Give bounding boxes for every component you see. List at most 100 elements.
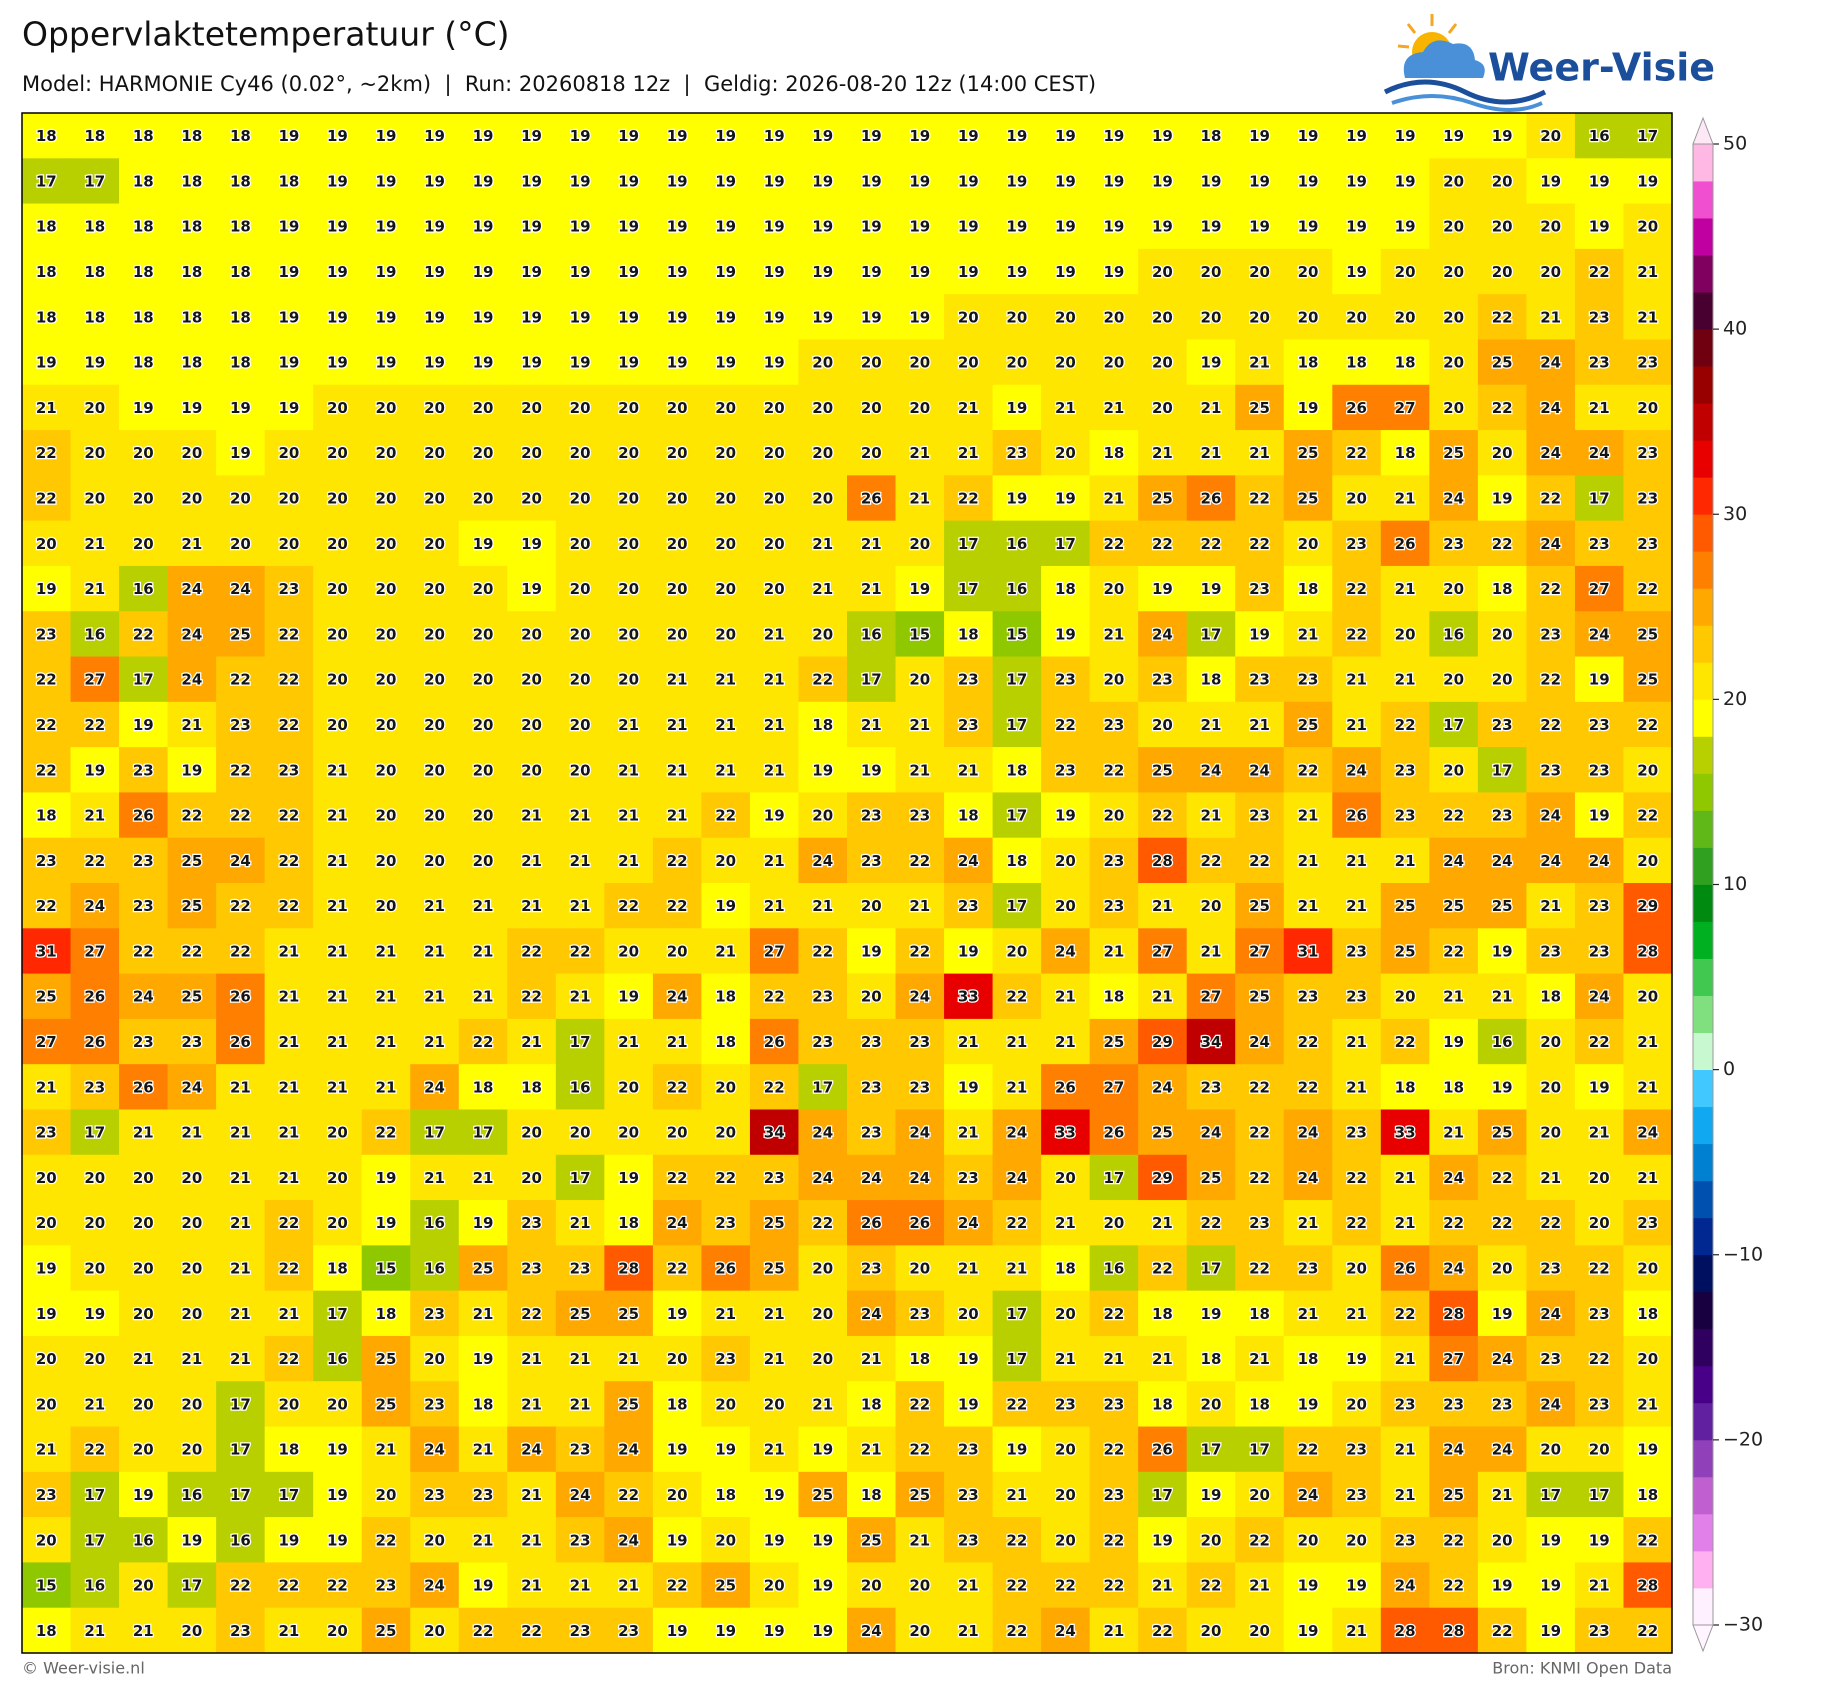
- temperature-label: 18: [230, 308, 251, 326]
- temperature-label: 21: [909, 444, 930, 462]
- temperature-label: 24: [812, 1169, 833, 1187]
- temperature-cell: [847, 339, 897, 386]
- temperature-cell: [555, 1018, 605, 1065]
- temperature-label: 21: [618, 761, 639, 779]
- temperature-label: 26: [230, 988, 251, 1006]
- temperature-cell: [1138, 294, 1188, 340]
- temperature-cell: [1623, 294, 1673, 340]
- temperature-cell: [895, 1109, 945, 1156]
- temperature-label: 18: [1249, 1395, 1270, 1413]
- temperature-label: 24: [1540, 1305, 1561, 1323]
- temperature-label: 22: [958, 490, 979, 508]
- temperature-label: 22: [36, 761, 57, 779]
- temperature-cell: [1429, 248, 1479, 295]
- temperature-label: 19: [424, 354, 445, 372]
- temperature-cell: [1623, 1018, 1673, 1065]
- temperature-cell: [70, 1381, 120, 1428]
- temperature-cell: [1623, 656, 1673, 703]
- temperature-cell: [216, 747, 266, 793]
- colorbar-tick-label: 40: [1723, 318, 1747, 340]
- temperature-cell: [264, 1109, 314, 1156]
- temperature-label: 18: [278, 172, 299, 190]
- temperature-cell: [410, 384, 460, 431]
- temperature-label: 27: [1395, 399, 1416, 417]
- temperature-cell: [1283, 158, 1333, 205]
- temperature-cell: [895, 113, 945, 159]
- temperature-label: 25: [1249, 988, 1270, 1006]
- colorbar-swatch: [1693, 144, 1713, 182]
- temperature-label: 17: [36, 172, 57, 190]
- temperature-cell: [992, 1562, 1042, 1609]
- temperature-cell: [1526, 475, 1576, 522]
- temperature-cell: [1477, 1517, 1527, 1563]
- temperature-cell: [361, 565, 411, 612]
- temperature-cell: [1089, 1471, 1139, 1518]
- temperature-cell: [798, 1154, 848, 1201]
- temperature-label: 24: [424, 1577, 445, 1595]
- logo: Weer-Visie: [1383, 14, 1715, 112]
- temperature-label: 24: [1540, 535, 1561, 553]
- temperature-cell: [701, 384, 751, 431]
- colorbar-swatch: [1693, 181, 1713, 219]
- temperature-cell: [1380, 1381, 1430, 1428]
- temperature-label: 22: [909, 852, 930, 870]
- temperature-label: 20: [424, 490, 445, 508]
- temperature-label: 18: [618, 1214, 639, 1232]
- temperature-cell: [749, 1381, 799, 1428]
- temperature-label: 20: [1443, 671, 1464, 689]
- temperature-cell: [70, 565, 120, 612]
- temperature-cell: [798, 520, 848, 567]
- temperature-cell: [119, 1200, 169, 1246]
- temperature-cell: [847, 1471, 897, 1518]
- temperature-cell: [1429, 973, 1479, 1020]
- temperature-cell: [895, 747, 945, 793]
- temperature-cell: [1623, 611, 1673, 658]
- temperature-cell: [1138, 430, 1188, 476]
- temperature-label: 19: [1540, 1577, 1561, 1595]
- temperature-cell: [410, 837, 460, 884]
- temperature-cell: [70, 1562, 120, 1609]
- temperature-cell: [1429, 1426, 1479, 1473]
- temperature-cell: [410, 1290, 460, 1337]
- temperature-cell: [1623, 973, 1673, 1020]
- temperature-label: 23: [958, 1441, 979, 1459]
- temperature-label: 21: [327, 807, 348, 825]
- temperature-label: 22: [1201, 1214, 1222, 1232]
- temperature-cell: [361, 747, 411, 793]
- temperature-label: 20: [1540, 1033, 1561, 1051]
- temperature-cell: [847, 1018, 897, 1065]
- temperature-label: 23: [1055, 671, 1076, 689]
- temperature-label: 20: [1055, 1169, 1076, 1187]
- temperature-cell: [895, 883, 945, 929]
- temperature-label: 20: [715, 1124, 736, 1142]
- temperature-cell: [1623, 1109, 1673, 1156]
- temperature-cell: [1089, 1290, 1139, 1337]
- temperature-cell: [1235, 883, 1285, 929]
- colorbar-swatch: [1693, 514, 1713, 552]
- temperature-label: 21: [715, 1305, 736, 1323]
- temperature-cell: [507, 203, 557, 250]
- temperature-label: 27: [1249, 942, 1270, 960]
- temperature-cell: [507, 1154, 557, 1201]
- temperature-label: 21: [1346, 1078, 1367, 1096]
- temperature-label: 21: [376, 1078, 397, 1096]
- temperature-cell: [798, 475, 848, 522]
- temperature-label: 21: [1152, 1350, 1173, 1368]
- temperature-label: 20: [1152, 399, 1173, 417]
- temperature-cell: [1283, 656, 1333, 703]
- temperature-cell: [798, 1471, 848, 1518]
- temperature-label: 22: [1055, 716, 1076, 734]
- temperature-cell: [895, 339, 945, 386]
- temperature-label: 19: [327, 1486, 348, 1504]
- temperature-label: 19: [1540, 1622, 1561, 1640]
- temperature-cell: [1477, 1562, 1527, 1609]
- temperature-cell: [1429, 701, 1479, 748]
- temperature-label: 20: [715, 1395, 736, 1413]
- temperature-cell: [1138, 1517, 1188, 1563]
- temperature-cell: [1235, 113, 1285, 159]
- temperature-cell: [604, 1200, 654, 1246]
- temperature-label: 23: [1589, 1622, 1610, 1640]
- temperature-label: 21: [1152, 1214, 1173, 1232]
- temperature-cell: [264, 1471, 314, 1518]
- temperature-label: 20: [473, 444, 494, 462]
